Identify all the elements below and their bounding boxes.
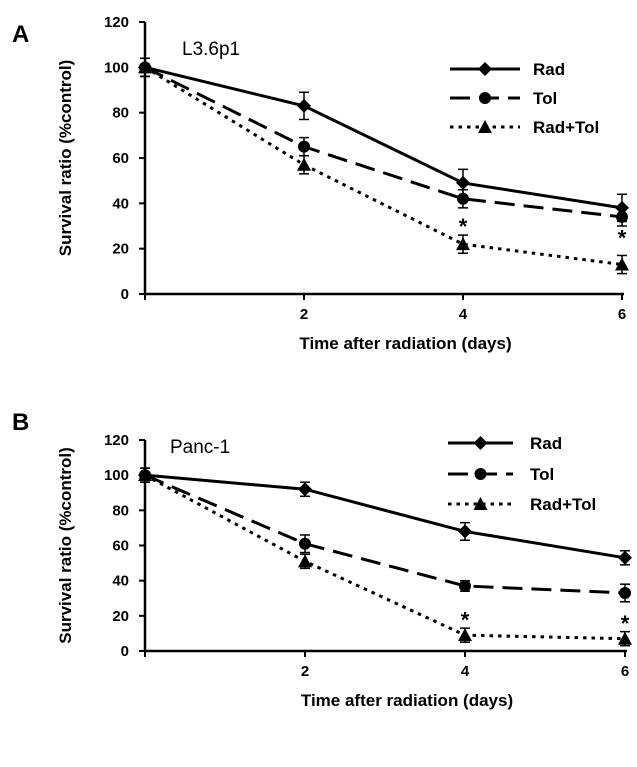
data-point-triangle — [138, 468, 152, 482]
legend-label: Rad — [530, 434, 562, 453]
legend-marker — [478, 62, 492, 76]
data-point-circle — [298, 140, 310, 153]
cell-line-label: Panc-1 — [170, 437, 230, 458]
series-line-rad — [144, 65, 623, 210]
data-point-diamond — [618, 550, 632, 565]
chart-panel-a: A 0 20 40 60 80 100 120 2 4 6 Time after radiation … — [0, 0, 637, 383]
y-tick-label: 120 — [104, 14, 129, 31]
x-tick-label: 2 — [300, 306, 308, 323]
line-chart-a: A 0 20 40 60 80 100 120 2 4 6 Time after radiation … — [12, 14, 629, 353]
data-point-diamond — [458, 524, 472, 539]
y-tick-label: 20 — [112, 241, 129, 258]
y-axis-title: Survival ratio (%control) — [56, 60, 75, 256]
panel-letter-a: A — [12, 21, 29, 48]
y-tick-label: 80 — [112, 502, 129, 519]
y-tick-label: 60 — [112, 538, 129, 555]
series-line-tol — [144, 65, 623, 219]
y-tick-label: 40 — [112, 573, 129, 590]
significance-asterisk: * — [461, 607, 470, 632]
legend-label: Rad+Tol — [533, 118, 599, 137]
x-axis-title: Time after radiation (days) — [299, 334, 511, 353]
x-tick-label: 6 — [621, 663, 629, 680]
x-tick-label: 2 — [301, 663, 309, 680]
data-point-triangle — [297, 157, 311, 171]
cell-line-label: L3.6p1 — [182, 39, 240, 60]
data-point-diamond — [297, 98, 311, 113]
legend-label: Rad+Tol — [530, 495, 596, 514]
legend-marker — [473, 497, 488, 510]
data-point-triangle — [456, 237, 470, 251]
data-point-diamond — [298, 482, 312, 497]
data-point-diamond — [456, 175, 470, 190]
data-point-circle — [299, 537, 311, 550]
y-tick-label: 80 — [112, 105, 129, 122]
legend-marker — [479, 92, 491, 104]
chart-panel-b: B 0 20 40 60 80 100 120 2 4 6 Time after radiation … — [0, 383, 637, 766]
series-line-tol — [144, 473, 626, 595]
x-axis-title: Time after radiation (days) — [301, 691, 513, 710]
significance-asterisk: * — [621, 611, 630, 636]
data-point-triangle — [298, 554, 312, 568]
y-tick-label: 0 — [121, 286, 129, 303]
series-line-rad — [144, 473, 626, 560]
y-tick-label: 0 — [121, 643, 129, 660]
y-tick-label: 40 — [112, 195, 129, 212]
y-tick-label: 100 — [104, 59, 129, 76]
y-tick-label: 120 — [104, 432, 129, 449]
x-tick-label: 4 — [461, 663, 470, 680]
legend-marker — [474, 468, 487, 480]
legend-label: Tol — [533, 89, 557, 108]
legend-marker — [478, 120, 492, 133]
significance-asterisk: * — [459, 214, 468, 239]
y-tick-label: 100 — [104, 467, 129, 484]
data-point-circle — [459, 579, 471, 592]
legend-marker — [473, 436, 488, 450]
x-tick-label: 6 — [618, 306, 626, 323]
significance-asterisk: * — [618, 225, 627, 250]
series-line-rad-tol — [144, 66, 623, 267]
data-point-triangle — [138, 60, 152, 74]
x-tick-label: 4 — [459, 306, 468, 323]
y-tick-label: 20 — [112, 608, 129, 625]
y-tick-label: 60 — [112, 150, 129, 167]
data-point-circle — [616, 210, 628, 223]
data-point-circle — [457, 192, 469, 205]
panel-letter-b: B — [12, 409, 29, 436]
legend-label: Rad — [533, 60, 565, 79]
line-chart-b: B 0 20 40 60 80 100 120 2 4 6 Time after radiation … — [12, 409, 632, 710]
y-axis-title: Survival ratio (%control) — [56, 447, 75, 643]
data-point-triangle — [458, 628, 472, 642]
data-point-circle — [619, 586, 631, 599]
data-point-triangle — [615, 257, 629, 271]
data-point-triangle — [618, 631, 632, 645]
legend-label: Tol — [530, 465, 554, 484]
